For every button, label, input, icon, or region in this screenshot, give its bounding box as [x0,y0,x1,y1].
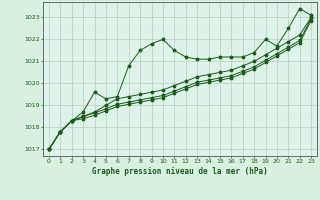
X-axis label: Graphe pression niveau de la mer (hPa): Graphe pression niveau de la mer (hPa) [92,167,268,176]
